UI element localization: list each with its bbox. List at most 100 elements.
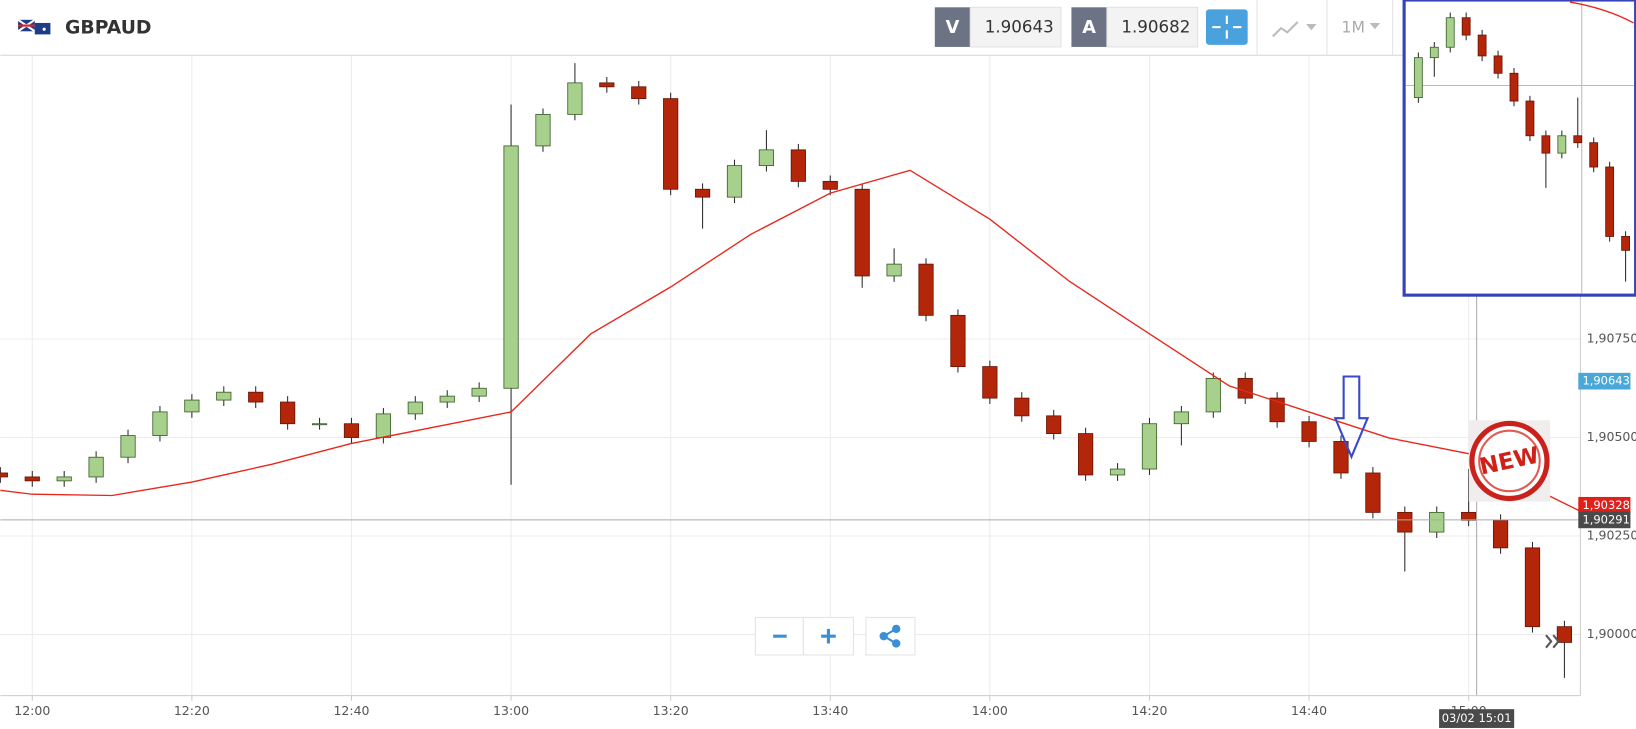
plus-icon xyxy=(821,628,836,644)
x-tick-label: 13:20 xyxy=(653,703,689,718)
x-tick-label: 14:00 xyxy=(972,703,1008,718)
candle-body xyxy=(599,82,615,88)
candle-body xyxy=(216,391,232,401)
candle-body xyxy=(1269,397,1285,423)
flag xyxy=(17,18,51,35)
candle-body xyxy=(535,113,551,147)
y-tick-label: 1,90250 xyxy=(1587,528,1636,543)
candle-body xyxy=(1141,423,1158,470)
candle-body xyxy=(694,188,711,198)
candle-body xyxy=(886,263,902,277)
candle-body xyxy=(439,395,455,403)
x-tick-label: 13:00 xyxy=(493,703,529,718)
candle-body xyxy=(0,472,8,478)
price-tag-label: 1,90291 xyxy=(1582,512,1629,526)
candle-body xyxy=(631,86,647,100)
candle-body xyxy=(1589,142,1599,168)
price-tag xyxy=(1578,372,1631,390)
buy-label: A xyxy=(1082,18,1096,38)
scroll-right-button[interactable] xyxy=(1545,634,1560,649)
buy-price: 1.90682 xyxy=(1121,18,1190,37)
candle-body xyxy=(1477,34,1487,57)
candle-body xyxy=(1573,135,1583,144)
crosshair-time-label: 03/02 15:01 xyxy=(1442,711,1512,725)
price-tag xyxy=(1578,511,1631,529)
candle-body xyxy=(311,423,328,426)
candle-body xyxy=(567,82,583,115)
chart-type-button[interactable] xyxy=(1271,21,1317,38)
candle-body xyxy=(1429,511,1445,533)
candle-body xyxy=(854,188,870,277)
candle-body xyxy=(280,401,296,425)
candle-body xyxy=(1509,72,1519,102)
candle-body xyxy=(88,456,104,478)
timeframe[interactable]: 1M xyxy=(1342,18,1365,37)
candle-body xyxy=(918,263,934,316)
candle-body xyxy=(1046,415,1062,434)
y-tick-label: 1,90750 xyxy=(1587,330,1636,345)
x-tick-label: 12:40 xyxy=(333,703,369,718)
buy-button[interactable] xyxy=(1071,7,1107,47)
candle-body xyxy=(375,413,391,438)
candle-body xyxy=(1333,441,1349,474)
candle-body xyxy=(248,391,264,403)
x-tick-label: 12:00 xyxy=(14,703,50,718)
candle-body xyxy=(950,314,966,368)
candle-body xyxy=(1621,236,1630,251)
y-tick-label: 1,90000 xyxy=(1587,626,1636,641)
crosshair-icon xyxy=(1212,15,1242,39)
share-icon xyxy=(879,624,901,648)
candle-body xyxy=(407,401,423,415)
candle-body xyxy=(503,145,519,389)
x-tick-label: 14:20 xyxy=(1131,703,1167,718)
candle-body xyxy=(1461,511,1477,521)
candle-body xyxy=(1461,17,1471,36)
y-tick-label: 1,90500 xyxy=(1587,429,1636,444)
inset-frame xyxy=(1402,0,1636,297)
candle-body xyxy=(184,399,200,413)
candle-body xyxy=(790,149,806,182)
x-tick-label: 13:40 xyxy=(812,703,848,718)
moving-average xyxy=(0,169,1581,512)
sell-price-box xyxy=(969,6,1062,48)
header-bar xyxy=(0,0,1636,56)
buy-price-box xyxy=(1106,6,1199,48)
candle-body xyxy=(152,411,168,436)
crosshair-button[interactable] xyxy=(1205,9,1248,45)
candle-body xyxy=(24,476,40,482)
candle-body xyxy=(1301,421,1317,442)
candle-body xyxy=(1413,57,1423,98)
candle-body xyxy=(1429,46,1439,59)
candle-body xyxy=(1541,135,1551,154)
share-button[interactable] xyxy=(865,616,916,656)
inset-candles xyxy=(1413,12,1630,282)
symbol: GBPAUD xyxy=(65,18,152,39)
candle-body xyxy=(1397,511,1413,533)
candle-body xyxy=(1109,468,1126,476)
candle-body xyxy=(56,476,72,482)
candle-body xyxy=(1237,377,1253,399)
sell-label: V xyxy=(946,18,960,38)
candle-body xyxy=(471,387,487,397)
candle-body xyxy=(822,180,838,190)
x-tick-label: 14:40 xyxy=(1291,703,1327,718)
inset-moving-average xyxy=(1569,1,1634,24)
candle-body xyxy=(758,149,775,167)
crosshair-time-box xyxy=(1439,709,1515,728)
sell-button[interactable] xyxy=(934,7,971,47)
candle-body xyxy=(1492,519,1509,549)
price-tag-label: 1,90328 xyxy=(1582,498,1629,512)
candle-body xyxy=(1525,100,1535,137)
candle-body xyxy=(1445,17,1455,48)
candle-body xyxy=(1605,166,1615,237)
candle-body xyxy=(120,435,136,458)
timeframe-caret xyxy=(1369,22,1381,30)
candle-body xyxy=(1556,626,1573,643)
candle-body xyxy=(1173,411,1189,425)
candle-body xyxy=(1205,377,1221,413)
price-tag-label: 1,90643 xyxy=(1582,374,1629,388)
candle-body xyxy=(726,165,743,198)
